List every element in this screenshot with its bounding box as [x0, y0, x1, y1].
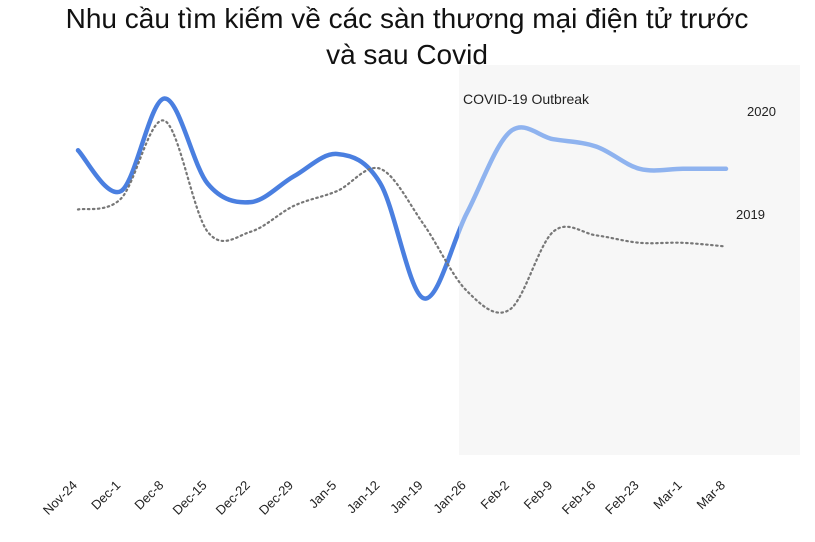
outbreak-region [459, 65, 800, 455]
x-tick-label: Jan-5 [306, 478, 340, 512]
x-tick-label: Dec-15 [169, 478, 209, 518]
x-tick-label: Dec-22 [213, 478, 253, 518]
series-label: 2020 [747, 104, 776, 119]
annotation: COVID-19 Outbreak [463, 91, 590, 107]
x-tick-label: Feb-16 [559, 478, 599, 518]
series-line [76, 119, 728, 314]
x-tick-label: Jan-19 [387, 478, 426, 517]
x-tick-label: Mar-8 [694, 478, 729, 513]
x-tick-label: Mar-1 [650, 478, 685, 513]
x-tick-label: Jan-12 [344, 478, 383, 517]
series-line [75, 96, 729, 301]
x-tick-label: Dec-8 [131, 478, 166, 513]
x-tick-label: Nov-24 [40, 478, 80, 518]
x-tick-label: Feb-9 [521, 478, 556, 513]
x-tick-label: Feb-2 [477, 478, 512, 513]
chart-title: Nhu cầu tìm kiếm về các sàn thương mại đ… [66, 3, 749, 70]
x-tick-label: Jan-26 [430, 478, 469, 517]
x-tick-label: Dec-1 [88, 478, 123, 513]
x-tick-label: Dec-29 [256, 478, 296, 518]
x-tick-label: Feb-23 [602, 478, 642, 518]
series-label: 2019 [736, 207, 765, 222]
